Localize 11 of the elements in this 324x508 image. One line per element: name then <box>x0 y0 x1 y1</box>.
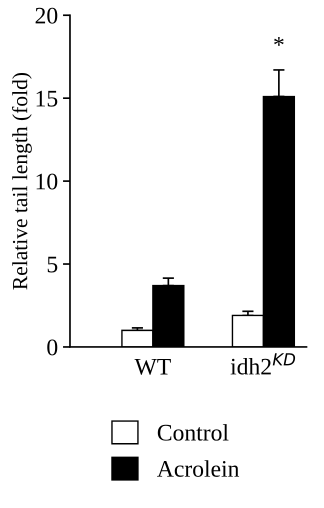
legend-label: Acrolein <box>157 460 240 477</box>
legend-label: Control <box>158 424 229 441</box>
y-tick-label: 0 <box>47 339 58 356</box>
x-tick-label: idh2$^{KD}$ <box>230 353 296 375</box>
y-axis-title: Relative tail length (fold) <box>12 72 32 290</box>
y-tick-label: 5 <box>48 256 58 272</box>
annotation: * <box>274 37 284 46</box>
y-tick-label: 20 <box>36 8 58 24</box>
y-tick-label: 15 <box>36 90 58 107</box>
y-tick-label: 10 <box>36 174 58 190</box>
x-tick-label: WT <box>134 358 171 375</box>
